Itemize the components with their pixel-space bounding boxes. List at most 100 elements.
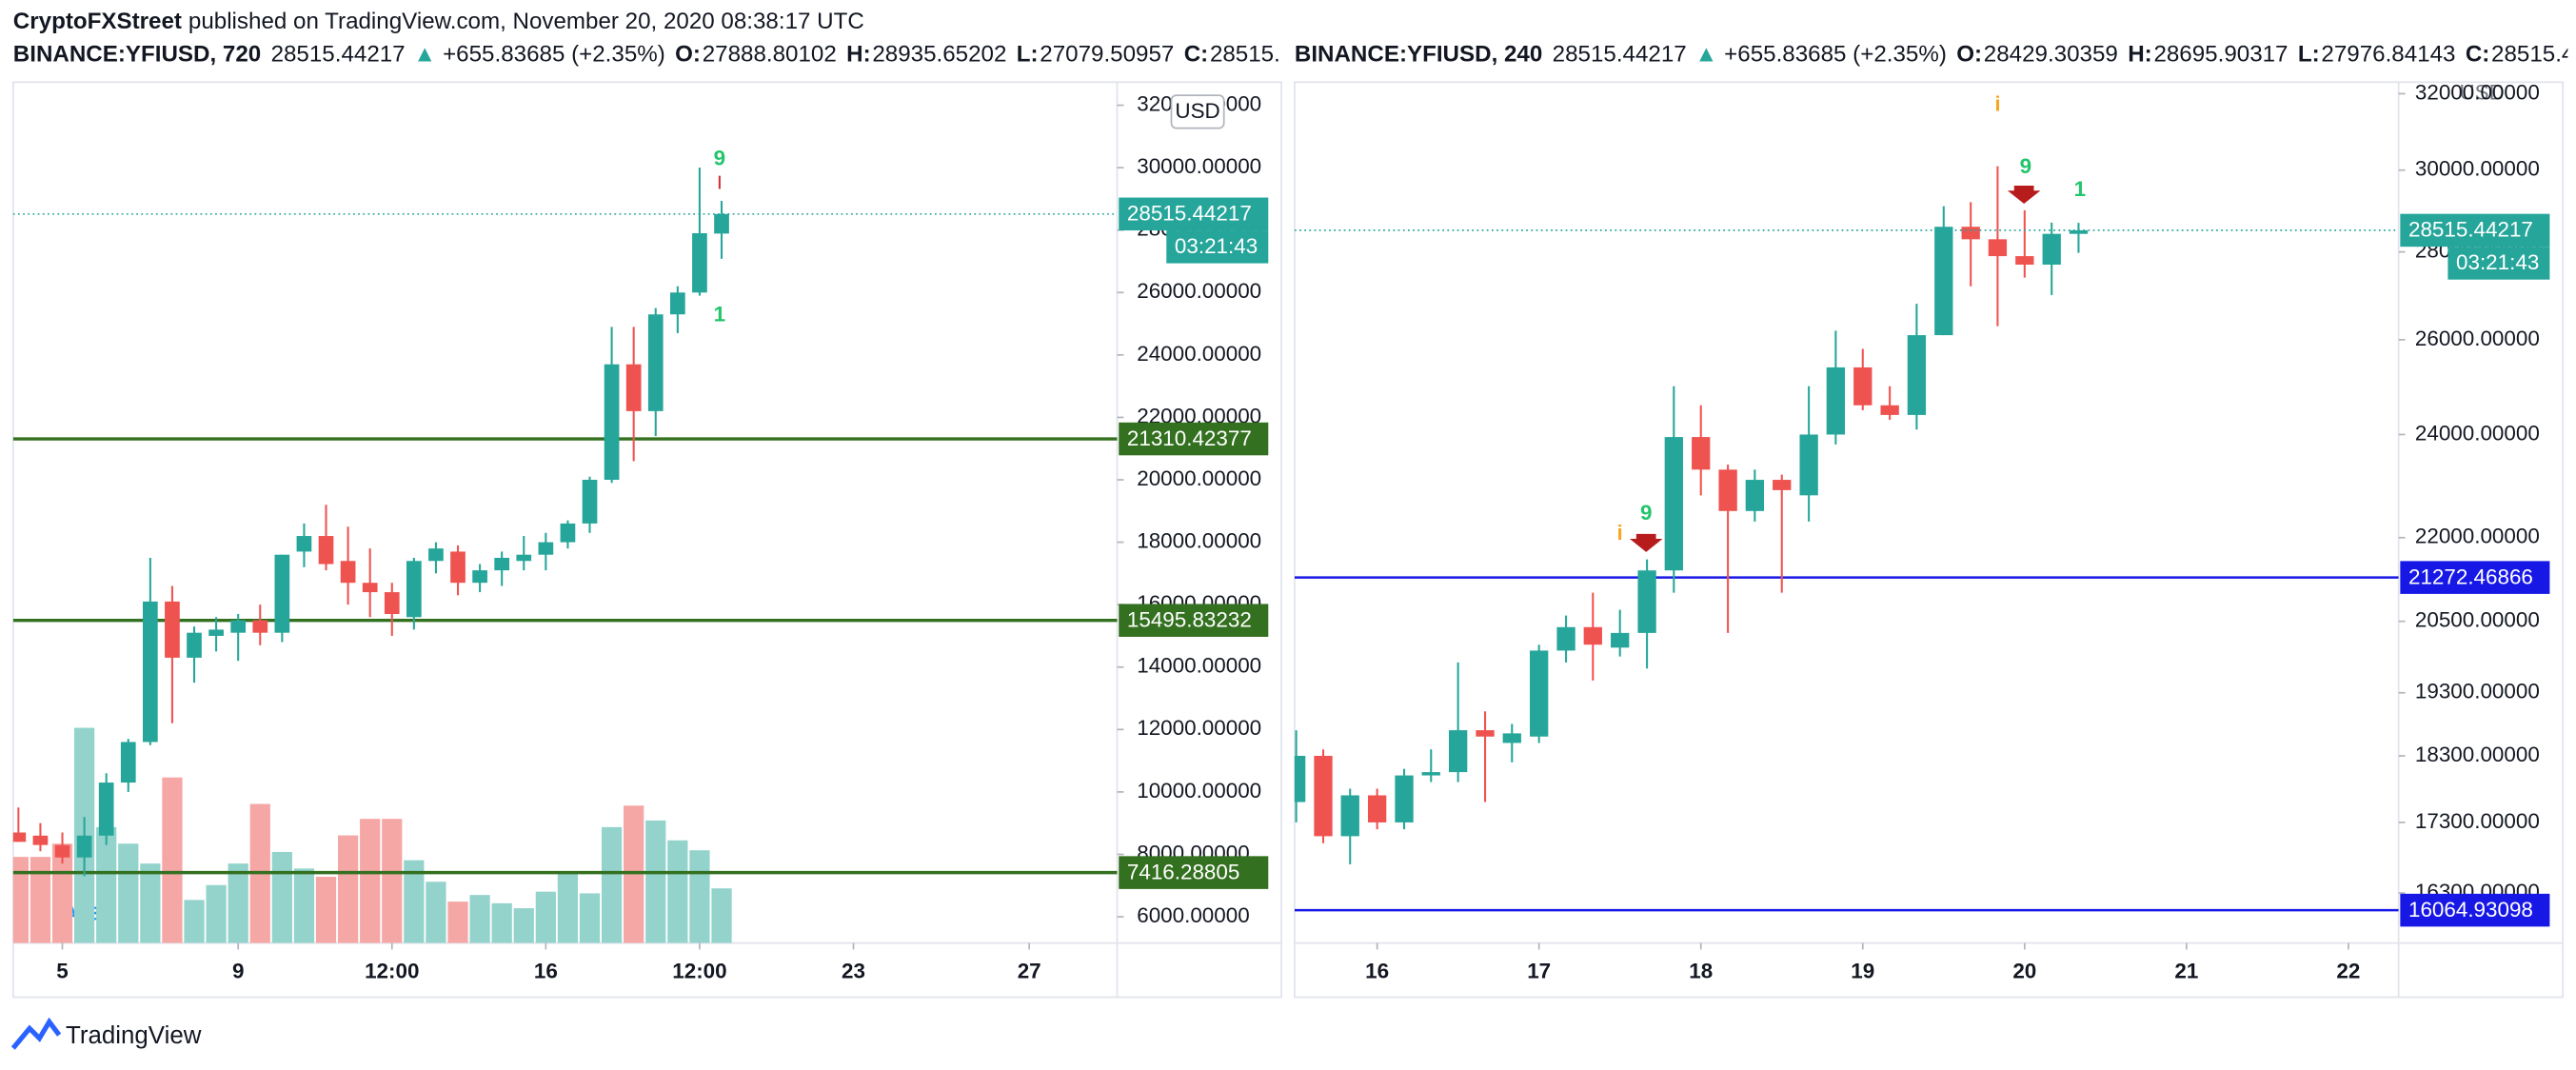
candle-body bbox=[296, 536, 312, 552]
candle-body bbox=[1502, 733, 1521, 743]
candle-body bbox=[252, 620, 268, 633]
price-badge bbox=[1119, 197, 1269, 231]
level-badge bbox=[2400, 893, 2550, 927]
candle-body bbox=[32, 835, 49, 845]
candle-body bbox=[274, 554, 290, 633]
publish-line: CryptoFXStreet published on TradingView.c… bbox=[13, 10, 864, 35]
legend-last: 28515.44217 bbox=[271, 42, 406, 68]
currency-label: USD bbox=[2459, 80, 2504, 104]
x-tick-label: 5 bbox=[56, 960, 68, 983]
volume-bar bbox=[382, 819, 403, 943]
currency-label: USD bbox=[1175, 99, 1219, 123]
candle-body bbox=[406, 561, 422, 618]
level-badge bbox=[1119, 856, 1269, 889]
volume-bar bbox=[51, 843, 73, 943]
annotation: 1 bbox=[2074, 177, 2086, 201]
candle-body bbox=[362, 583, 378, 593]
volume-bar bbox=[140, 863, 161, 943]
legend-symbol: BINANCE:YFIUSD, 720 bbox=[13, 42, 261, 68]
legend-key: C: bbox=[1184, 42, 1209, 68]
candle-body bbox=[1448, 730, 1468, 773]
candle-body bbox=[1583, 626, 1602, 645]
y-tick-label: 17300.00000 bbox=[2415, 809, 2540, 833]
candle-body bbox=[1880, 405, 1899, 415]
countdown-label: 03:21:43 bbox=[1175, 234, 1258, 258]
candle-body bbox=[1745, 480, 1764, 511]
level-label: 7416.28805 bbox=[1127, 860, 1239, 883]
x-tick-label: 18 bbox=[1689, 960, 1713, 983]
candle-body bbox=[1853, 367, 1873, 406]
x-tick-label: 17 bbox=[1527, 960, 1551, 983]
legend: BINANCE:YFIUSD, 240 28515.44217 ▲ +655.8368… bbox=[1295, 42, 2576, 68]
candle-body bbox=[1718, 469, 1737, 511]
candle-body bbox=[230, 620, 247, 633]
candle-body bbox=[472, 570, 487, 584]
candle-body bbox=[692, 232, 707, 293]
candle-body bbox=[2042, 233, 2061, 266]
y-tick-label: 14000.00000 bbox=[1137, 654, 1261, 678]
price-axis: 16300.0000017300.0000018300.0000019300.0… bbox=[2398, 80, 2550, 927]
candle-body bbox=[1556, 626, 1575, 651]
legend-key: H: bbox=[846, 42, 871, 68]
legend: BINANCE:YFIUSD, 720 28515.44217 ▲ +655.8368… bbox=[13, 42, 1344, 68]
price-axis: 6000.000008000.0000010000.0000012000.000… bbox=[1117, 91, 1269, 927]
candle-body bbox=[1934, 227, 1953, 336]
y-tick-label: 22000.00000 bbox=[2415, 525, 2540, 548]
level-badge bbox=[2400, 561, 2550, 594]
annotation: 9 bbox=[714, 146, 725, 169]
candle-body bbox=[187, 632, 202, 658]
volume-bar bbox=[469, 895, 490, 943]
x-tick-label: 21 bbox=[2174, 960, 2198, 983]
currency-group: USD bbox=[2459, 80, 2504, 104]
candle-body bbox=[1961, 227, 1980, 240]
annotation: 9 bbox=[2020, 154, 2031, 178]
candle-body bbox=[1907, 335, 1927, 415]
x-tick-label: 27 bbox=[1018, 960, 1041, 983]
candle-body bbox=[516, 554, 532, 562]
footer-brand: TradingView bbox=[66, 1022, 202, 1049]
volume-bar bbox=[579, 893, 601, 943]
volume-bar bbox=[645, 820, 666, 943]
x-tick-label: 16 bbox=[534, 960, 558, 983]
y-tick-label: 26000.00000 bbox=[1137, 279, 1261, 303]
x-tick-label: 16 bbox=[1365, 960, 1389, 983]
candle-body bbox=[1692, 437, 1711, 470]
signal-arrow bbox=[1629, 533, 1663, 552]
publisher: CryptoFXStreet bbox=[13, 10, 182, 35]
y-tick-label: 10000.00000 bbox=[1137, 779, 1261, 802]
y-tick-label: 19300.00000 bbox=[2415, 680, 2540, 703]
legend-key: O: bbox=[1956, 42, 1982, 68]
volume-bar bbox=[601, 826, 623, 943]
volume-bar bbox=[711, 888, 732, 943]
volume-bar bbox=[228, 863, 248, 943]
candle-body bbox=[318, 536, 334, 565]
candle-body bbox=[560, 523, 576, 543]
candle-body bbox=[1664, 437, 1683, 571]
candle-body bbox=[625, 364, 642, 411]
published-info: published on TradingView.com, November 2… bbox=[188, 10, 864, 35]
candle-body bbox=[604, 364, 620, 481]
price-badge bbox=[2400, 213, 2550, 248]
currency-badge bbox=[1170, 94, 1225, 129]
volume-bar bbox=[271, 851, 292, 943]
candle-body bbox=[208, 629, 224, 636]
candle-body bbox=[647, 314, 664, 411]
legend-change: +655.83685 (+2.35%) bbox=[443, 42, 665, 68]
logo-mark bbox=[10, 1017, 62, 1050]
candle-body bbox=[670, 292, 685, 315]
x-tick-label: 9 bbox=[232, 960, 244, 983]
volume-bar bbox=[557, 871, 579, 943]
x-tick-label: 23 bbox=[842, 960, 865, 983]
candle-body bbox=[1421, 772, 1440, 776]
candle-body bbox=[98, 783, 114, 836]
candle-body bbox=[1530, 650, 1549, 737]
y-tick-label: 24000.00000 bbox=[1137, 342, 1261, 366]
candle-body bbox=[1637, 570, 1656, 633]
legend-symbol: BINANCE:YFIUSD, 240 bbox=[1295, 42, 1542, 68]
signal-arrow bbox=[2007, 186, 2041, 204]
annotation: i bbox=[1994, 91, 2000, 115]
legend-value: 27976.84143 bbox=[2321, 42, 2455, 68]
plot-area bbox=[1294, 166, 2399, 912]
legend-key: O: bbox=[675, 42, 701, 68]
volume-bar bbox=[624, 805, 644, 943]
